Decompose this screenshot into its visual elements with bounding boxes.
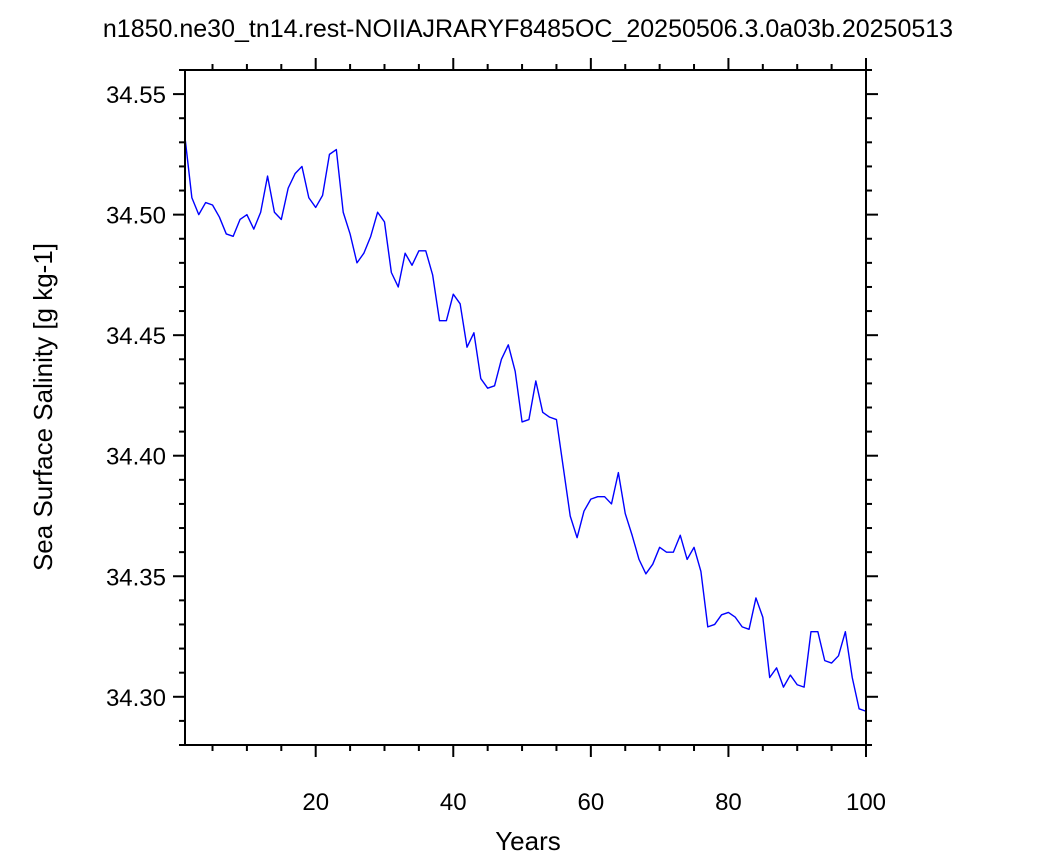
- x-tick-label: 40: [440, 789, 467, 816]
- y-tick-label: 34.40: [106, 444, 166, 471]
- y-axis-label: Sea Surface Salinity [g kg-1]: [28, 243, 58, 571]
- series-line: [184, 137, 867, 712]
- x-tick-label: 100: [846, 789, 886, 816]
- x-axis-label: Years: [495, 826, 561, 856]
- y-tick-label: 34.35: [106, 564, 166, 591]
- axis-ticks: [173, 58, 878, 757]
- x-tick-label: 60: [577, 789, 604, 816]
- series-layer: [184, 137, 867, 712]
- y-tick-label: 34.55: [106, 82, 166, 109]
- y-tick-labels: 34.30 34.35 34.40 34.45 34.50 34.55: [106, 82, 166, 712]
- x-tick-labels: 20 40 60 80 100: [302, 789, 886, 816]
- y-tick-label: 34.50: [106, 203, 166, 230]
- y-tick-label: 34.45: [106, 323, 166, 350]
- x-tick-label: 20: [302, 789, 329, 816]
- plot-frame: [184, 69, 867, 746]
- y-tick-label: 34.30: [106, 685, 166, 712]
- chart-title: n1850.ne30_tn14.rest-NOIIAJRARYF8485OC_2…: [103, 15, 953, 43]
- x-tick-label: 80: [715, 789, 742, 816]
